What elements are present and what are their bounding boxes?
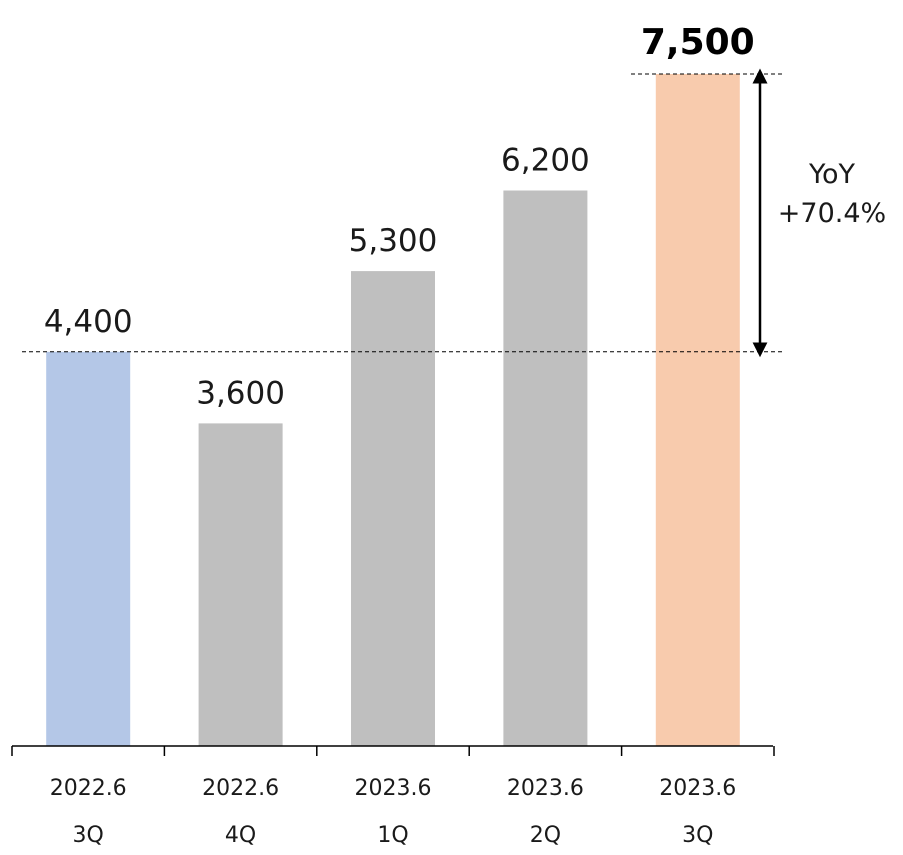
x-tick-label-1-quarter: 3Q (73, 823, 104, 848)
bar-1 (46, 351, 131, 746)
value-label-1: 4,400 (44, 304, 133, 340)
bar-2 (198, 423, 283, 746)
value-label-4: 6,200 (501, 143, 590, 179)
bar-4 (503, 190, 588, 746)
x-tick-label-1-period: 2022.6 (50, 776, 127, 801)
x-tick-label-2-period: 2022.6 (202, 776, 279, 801)
x-tick-label-2-quarter: 4Q (225, 823, 256, 848)
value-label-2: 3,600 (196, 375, 285, 411)
value-label-5: 7,500 (641, 22, 755, 63)
x-tick-label-3-quarter: 1Q (377, 823, 408, 848)
bar-5 (655, 74, 740, 746)
x-tick-label-4-period: 2023.6 (507, 776, 584, 801)
yoy-label: YoY (808, 159, 855, 190)
x-tick-label-3-period: 2023.6 (355, 776, 432, 801)
bar-3 (351, 271, 435, 746)
x-tick-label-5-period: 2023.6 (659, 776, 736, 801)
x-tick-label-4-quarter: 2Q (530, 823, 561, 848)
yoy-growth-value: +70.4% (778, 198, 886, 229)
value-label-3: 5,300 (349, 223, 438, 259)
x-tick-label-5-quarter: 3Q (682, 823, 713, 848)
